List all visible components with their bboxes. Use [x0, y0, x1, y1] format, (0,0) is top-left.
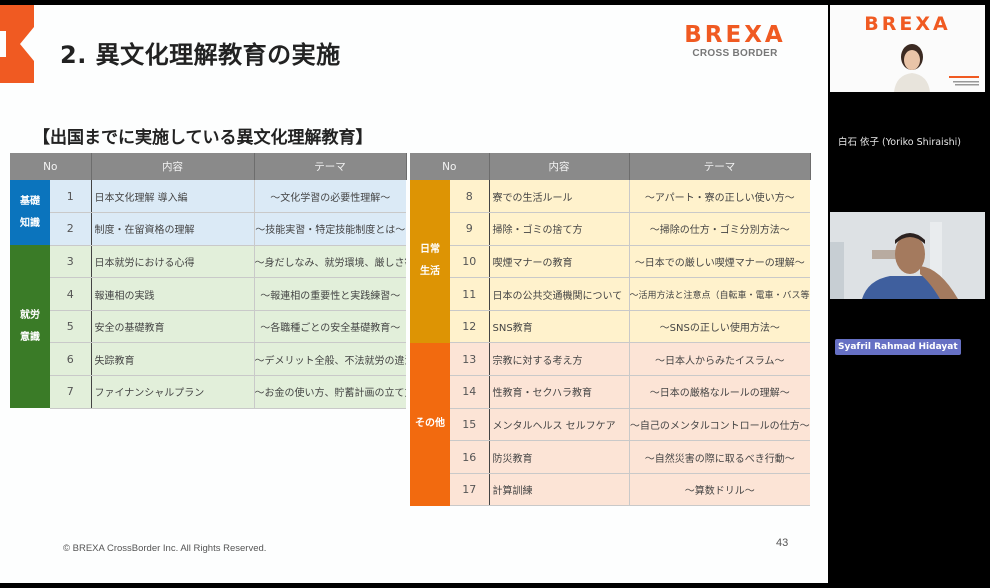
table-row: 2 制度・在留資格の理解 ～技能実習・特定技能制度とは～ — [10, 212, 406, 246]
row-content: 安全の基礎教育 — [90, 310, 255, 344]
row-theme: ～報連相の重要性と実践練習～ — [254, 277, 406, 311]
category-work-awareness: 就労 意識 — [10, 245, 50, 409]
row-number: 5 — [50, 310, 91, 344]
row-number: 4 — [50, 277, 91, 311]
row-number: 8 — [450, 180, 489, 214]
page-number: 43 — [776, 537, 789, 549]
row-number: 1 — [50, 180, 91, 214]
table-row: 10 喫煙マナーの教育 ～日本での厳しい喫煙マナーの理解～ — [410, 245, 810, 279]
table-row: その他 13 宗教に対する考え方 ～日本人からみたイスラム～ — [410, 342, 810, 506]
row-content: 日本就労における心得 — [90, 245, 255, 279]
header-no: No — [10, 153, 92, 180]
brexa-subline: CROSS BORDER — [692, 48, 778, 59]
row-theme: ～活用方法と注意点（自転車・電車・バス等）～ — [629, 277, 810, 311]
header-content: 内容 — [91, 153, 255, 180]
row-content: 寮での生活ルール — [488, 180, 630, 214]
row-content: 日本の公共交通機関について — [488, 277, 630, 311]
participant-video-syafril[interactable] — [830, 212, 985, 299]
row-theme: ～アパート・寮の正しい使い方～ — [629, 180, 810, 214]
slide-title: 2. 異文化理解教育の実施 — [60, 41, 341, 69]
row-content: 性教育・セクハラ教育 — [488, 375, 630, 409]
row-theme: ～算数ドリル～ — [629, 473, 810, 507]
table-row: 17 計算訓練 ～算数ドリル～ — [410, 473, 810, 507]
row-content: 日本文化理解 導入編 — [90, 180, 255, 214]
table-row: 15 メンタルヘルス セルフケア ～自己のメンタルコントロールの仕方～ — [410, 408, 810, 442]
row-theme: ～文化学習の必要性理解～ — [254, 180, 406, 214]
row-number: 16 — [450, 440, 489, 474]
header-theme: テーマ — [254, 153, 407, 180]
row-number: 3 — [50, 245, 91, 279]
row-number: 14 — [450, 375, 489, 409]
row-number: 12 — [450, 310, 489, 344]
row-theme: ～各職種ごとの安全基礎教育～ — [254, 310, 406, 344]
row-content: 防災教育 — [488, 440, 630, 474]
row-content: メンタルヘルス セルフケア — [488, 408, 630, 442]
table-row: 基礎 知識 1 日本文化理解 導入編 ～文化学習の必要性理解～ — [10, 180, 406, 246]
row-content: ファイナンシャルプラン — [90, 375, 255, 409]
participant-video-yoriko[interactable]: BREXA — [830, 5, 985, 92]
table-row: 就労 意識 3 日本就労における心得 ～身だしなみ、就労環境、厳しさ等～ — [10, 245, 406, 409]
row-content: SNS教育 — [488, 310, 630, 344]
row-theme: ～お金の使い方、貯蓄計画の立て方など～ — [254, 375, 406, 409]
row-number: 15 — [450, 408, 489, 442]
row-number: 17 — [450, 473, 489, 507]
table-row: 9 掃除・ゴミの捨て方 ～掃除の仕方・ゴミ分別方法～ — [410, 212, 810, 246]
row-number: 7 — [50, 375, 91, 409]
participant-panel: BREXA 白石 依子 (Yoriko Shiraishi) Syafril R… — [828, 0, 990, 588]
row-content: 喫煙マナーの教育 — [488, 245, 630, 279]
category-other: その他 — [410, 342, 450, 506]
table-row: 7 ファイナンシャルプラン ～お金の使い方、貯蓄計画の立て方など～ — [10, 375, 406, 409]
table-row: 6 失踪教育 ～デメリット全般、不法就労の違法性理解～ — [10, 342, 406, 377]
table-row: 12 SNS教育 ～SNSの正しい使用方法～ — [410, 310, 810, 344]
person-avatar-icon — [894, 44, 930, 92]
brexa-k-logo-icon — [0, 5, 34, 83]
row-number: 11 — [450, 277, 489, 311]
row-number: 9 — [450, 212, 489, 246]
row-theme: ～日本人からみたイスラム～ — [629, 342, 810, 377]
table-row: 16 防災教育 ～自然災害の際に取るべき行動～ — [410, 440, 810, 474]
participant-name-yoriko: 白石 依子 (Yoriko Shiraishi) — [838, 137, 962, 148]
education-table-right: No 内容 テーマ 日常 生活 8 寮での生活ルール ～アパート・寮の正しい使い… — [410, 153, 811, 507]
row-content: 制度・在留資格の理解 — [90, 212, 255, 246]
row-content: 掃除・ゴミの捨て方 — [488, 212, 630, 246]
video-overlay-wordmark: BREXA — [864, 13, 951, 35]
table-row: 日常 生活 8 寮での生活ルール ～アパート・寮の正しい使い方～ — [410, 180, 810, 343]
row-theme: ～日本の厳格なルールの理解～ — [629, 375, 810, 409]
row-content: 報連相の実践 — [90, 277, 255, 311]
row-number: 10 — [450, 245, 489, 279]
table-row: 14 性教育・セクハラ教育 ～日本の厳格なルールの理解～ — [410, 375, 810, 409]
row-content: 計算訓練 — [488, 473, 630, 507]
header-no: No — [410, 153, 490, 180]
row-theme: ～掃除の仕方・ゴミ分別方法～ — [629, 212, 810, 246]
person-video-icon — [830, 212, 985, 299]
row-theme: ～SNSの正しい使用方法～ — [629, 310, 810, 344]
copyright-footer: © BREXA CrossBorder Inc. All Rights Rese… — [63, 543, 267, 554]
category-daily-life: 日常 生活 — [410, 180, 450, 343]
slide-subtitle: 【出国までに実施している異文化理解教育】 — [33, 128, 373, 148]
row-theme: ～身だしなみ、就労環境、厳しさ等～ — [254, 245, 406, 279]
table-row: 4 報連相の実践 ～報連相の重要性と実践練習～ — [10, 277, 406, 311]
row-number: 6 — [50, 342, 91, 377]
header-theme: テーマ — [629, 153, 811, 180]
row-number: 13 — [450, 342, 489, 377]
row-content: 宗教に対する考え方 — [488, 342, 630, 377]
row-theme: ～デメリット全般、不法就労の違法性理解～ — [254, 342, 406, 377]
table-row: 5 安全の基礎教育 ～各職種ごとの安全基礎教育～ — [10, 310, 406, 344]
row-theme: ～日本での厳しい喫煙マナーの理解～ — [629, 245, 810, 279]
presentation-slide: 2. 異文化理解教育の実施 BREXA CROSS BORDER 【出国までに実… — [0, 5, 828, 583]
row-number: 2 — [50, 212, 91, 246]
table-row: 11 日本の公共交通機関について ～活用方法と注意点（自転車・電車・バス等）～ — [410, 277, 810, 311]
category-basic-knowledge: 基礎 知識 — [10, 180, 50, 246]
row-theme: ～自己のメンタルコントロールの仕方～ — [629, 408, 810, 442]
row-theme: ～自然災害の際に取るべき行動～ — [629, 440, 810, 474]
video-tagline-graphic — [949, 76, 979, 86]
participant-name-syafril: Syafril Rahmad Hidayat — [835, 339, 961, 355]
education-table-left: No 内容 テーマ 基礎 知識 1 日本文化理解 導入編 ～文化学習の必要性理解… — [10, 153, 407, 409]
brexa-wordmark: BREXA — [684, 22, 786, 48]
row-theme: ～技能実習・特定技能制度とは～ — [254, 212, 406, 246]
row-content: 失踪教育 — [90, 342, 255, 377]
brexa-logo: BREXA CROSS BORDER — [676, 23, 794, 59]
header-content: 内容 — [489, 153, 630, 180]
